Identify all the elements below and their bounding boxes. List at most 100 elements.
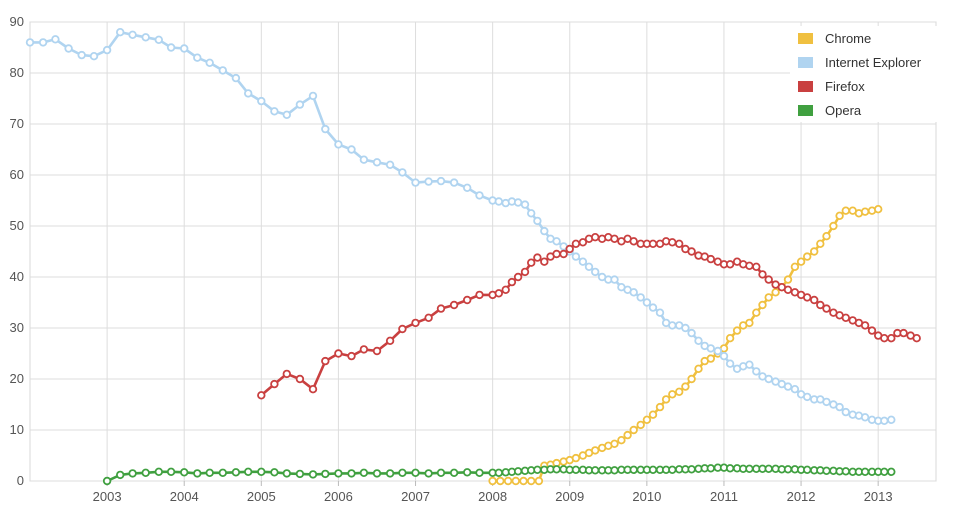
data-point-internet-explorer bbox=[398, 168, 407, 177]
data-point-chrome bbox=[648, 410, 658, 419]
data-point-firefox bbox=[552, 249, 561, 259]
data-point-internet-explorer bbox=[494, 197, 503, 206]
data-point-firefox bbox=[436, 304, 446, 313]
data-point-firefox bbox=[899, 328, 908, 338]
data-point-opera bbox=[295, 469, 305, 479]
series-chrome bbox=[488, 204, 883, 486]
data-point-firefox bbox=[321, 356, 330, 366]
data-point-opera bbox=[347, 469, 356, 478]
data-point-chrome bbox=[822, 231, 831, 241]
data-point-opera bbox=[411, 468, 420, 477]
data-point-firefox bbox=[629, 237, 638, 246]
data-point-internet-explorer bbox=[449, 178, 459, 187]
data-point-firefox bbox=[810, 295, 819, 305]
y-tick-label-70: 70 bbox=[10, 116, 24, 131]
data-point-internet-explorer bbox=[668, 321, 677, 330]
data-point-internet-explorer bbox=[803, 392, 812, 402]
data-point-opera bbox=[803, 465, 812, 474]
data-point-firefox bbox=[513, 272, 523, 282]
data-point-internet-explorer bbox=[436, 176, 446, 186]
data-point-internet-explorer bbox=[610, 275, 619, 284]
data-point-chrome bbox=[610, 439, 619, 448]
y-axis-ticks: 0 10 20 30 40 50 60 70 80 90 bbox=[10, 14, 24, 488]
series-firefox bbox=[257, 232, 921, 400]
data-point-firefox bbox=[668, 238, 677, 247]
data-point-firefox bbox=[860, 321, 870, 330]
y-tick-label-40: 40 bbox=[10, 269, 24, 284]
data-point-firefox bbox=[571, 239, 581, 248]
data-point-opera bbox=[571, 465, 581, 474]
legend-item-opera[interactable]: Opera bbox=[790, 98, 940, 122]
y-tick-label-50: 50 bbox=[10, 218, 24, 233]
data-point-firefox bbox=[578, 238, 588, 247]
data-point-opera bbox=[822, 466, 831, 475]
data-point-internet-explorer bbox=[89, 52, 99, 61]
legend-item-firefox[interactable]: Firefox bbox=[790, 74, 940, 98]
x-tick-label-2012: 2012 bbox=[787, 489, 816, 504]
data-point-internet-explorer bbox=[681, 323, 690, 333]
data-point-opera bbox=[128, 469, 137, 478]
data-point-firefox bbox=[282, 369, 291, 379]
data-point-chrome bbox=[642, 415, 652, 424]
legend-swatch-firefox bbox=[798, 80, 813, 92]
data-point-internet-explorer bbox=[764, 374, 773, 384]
data-point-opera bbox=[257, 467, 266, 476]
data-point-firefox bbox=[494, 289, 503, 298]
data-point-chrome bbox=[591, 446, 600, 455]
legend-item-internet-explorer[interactable]: Internet Explorer bbox=[790, 50, 940, 74]
data-point-internet-explorer bbox=[295, 100, 305, 109]
data-point-firefox bbox=[725, 260, 735, 269]
data-point-chrome bbox=[860, 207, 870, 216]
data-point-opera bbox=[860, 467, 870, 476]
legend-item-chrome[interactable]: Chrome bbox=[790, 26, 940, 50]
data-point-chrome bbox=[835, 211, 844, 220]
data-point-chrome bbox=[752, 308, 761, 317]
data-point-internet-explorer bbox=[205, 58, 214, 67]
data-point-chrome bbox=[803, 252, 812, 261]
data-point-firefox bbox=[270, 379, 279, 389]
data-point-internet-explorer bbox=[102, 45, 112, 55]
data-point-firefox bbox=[803, 293, 812, 302]
data-point-opera bbox=[552, 465, 561, 474]
x-tick-label-2010: 2010 bbox=[632, 489, 661, 504]
data-point-internet-explorer bbox=[533, 216, 542, 226]
data-point-opera bbox=[783, 465, 793, 474]
data-point-chrome bbox=[725, 334, 735, 343]
data-point-internet-explorer bbox=[463, 183, 472, 192]
data-point-firefox bbox=[758, 270, 767, 279]
x-tick-label-2003: 2003 bbox=[93, 489, 122, 504]
legend-swatch-opera bbox=[798, 104, 813, 116]
data-point-internet-explorer bbox=[822, 397, 831, 407]
data-point-internet-explorer bbox=[115, 28, 125, 37]
data-point-internet-explorer bbox=[880, 416, 889, 425]
data-point-opera bbox=[282, 469, 291, 478]
data-point-opera bbox=[687, 465, 696, 474]
data-point-chrome bbox=[681, 382, 690, 391]
data-point-internet-explorer bbox=[334, 140, 343, 149]
x-tick-label-2007: 2007 bbox=[401, 489, 430, 504]
data-point-chrome bbox=[534, 476, 544, 486]
x-tick-label-2009: 2009 bbox=[555, 489, 584, 504]
data-point-firefox bbox=[675, 239, 684, 248]
data-point-internet-explorer bbox=[725, 359, 735, 368]
data-point-firefox bbox=[257, 391, 266, 400]
data-point-internet-explorer bbox=[359, 155, 369, 164]
data-point-opera bbox=[308, 470, 318, 479]
data-point-firefox bbox=[507, 277, 517, 287]
data-point-internet-explorer bbox=[752, 367, 761, 376]
data-point-firefox bbox=[540, 257, 549, 266]
series-opera bbox=[102, 463, 896, 486]
data-point-firefox bbox=[887, 334, 896, 343]
data-point-opera bbox=[610, 466, 619, 475]
data-point-chrome bbox=[841, 206, 850, 215]
data-point-chrome bbox=[758, 300, 767, 310]
data-point-internet-explorer bbox=[540, 226, 549, 236]
data-point-opera bbox=[880, 467, 889, 476]
data-point-internet-explorer bbox=[372, 158, 382, 167]
plot-area bbox=[25, 28, 921, 486]
data-point-internet-explorer bbox=[141, 33, 150, 42]
data-point-chrome bbox=[816, 239, 825, 248]
y-tick-label-80: 80 bbox=[10, 65, 24, 80]
data-point-internet-explorer bbox=[218, 66, 227, 75]
